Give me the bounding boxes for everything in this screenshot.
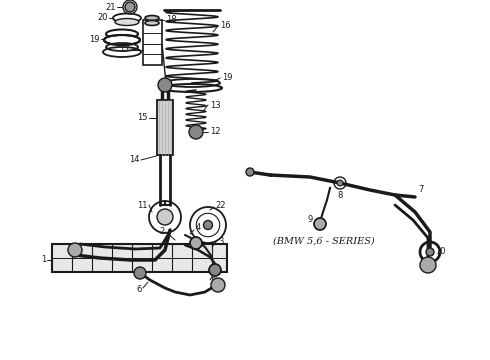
Ellipse shape <box>104 35 140 45</box>
Text: 17: 17 <box>120 45 130 54</box>
Text: 8: 8 <box>337 190 343 199</box>
Circle shape <box>157 209 173 225</box>
Ellipse shape <box>145 21 159 26</box>
Text: 19: 19 <box>222 73 232 82</box>
Text: 14: 14 <box>129 156 140 165</box>
Circle shape <box>189 125 203 139</box>
Circle shape <box>125 2 135 12</box>
Circle shape <box>211 278 225 292</box>
Ellipse shape <box>145 15 159 21</box>
Circle shape <box>246 168 254 176</box>
Circle shape <box>68 243 82 257</box>
Text: 9: 9 <box>308 216 313 225</box>
Circle shape <box>337 180 343 186</box>
Text: 1: 1 <box>41 256 46 265</box>
Text: 19: 19 <box>90 35 100 44</box>
Circle shape <box>420 257 436 273</box>
Text: 5: 5 <box>210 278 215 287</box>
Circle shape <box>203 220 213 230</box>
Text: 3: 3 <box>218 238 223 247</box>
Text: 22: 22 <box>215 201 225 210</box>
Text: 4: 4 <box>196 224 201 233</box>
Text: 7: 7 <box>418 185 423 194</box>
Text: 16: 16 <box>220 22 231 31</box>
Text: 10: 10 <box>435 248 445 256</box>
Text: 20: 20 <box>98 13 108 22</box>
Text: 18: 18 <box>166 15 176 24</box>
Circle shape <box>426 248 434 256</box>
Text: 12: 12 <box>210 127 221 136</box>
Circle shape <box>209 264 221 276</box>
Circle shape <box>190 237 202 249</box>
Text: 6: 6 <box>137 285 142 294</box>
Ellipse shape <box>115 18 139 26</box>
Bar <box>52 244 227 272</box>
Text: 15: 15 <box>138 113 148 122</box>
Bar <box>157 100 173 155</box>
Circle shape <box>134 267 146 279</box>
Text: 11: 11 <box>138 201 148 210</box>
Text: 2: 2 <box>160 228 165 237</box>
Text: 21: 21 <box>105 3 116 12</box>
Text: 13: 13 <box>210 100 221 109</box>
Text: (BMW 5,6 - SERIES): (BMW 5,6 - SERIES) <box>272 237 374 246</box>
Bar <box>143 20 162 65</box>
Circle shape <box>314 218 326 230</box>
Circle shape <box>158 78 172 92</box>
